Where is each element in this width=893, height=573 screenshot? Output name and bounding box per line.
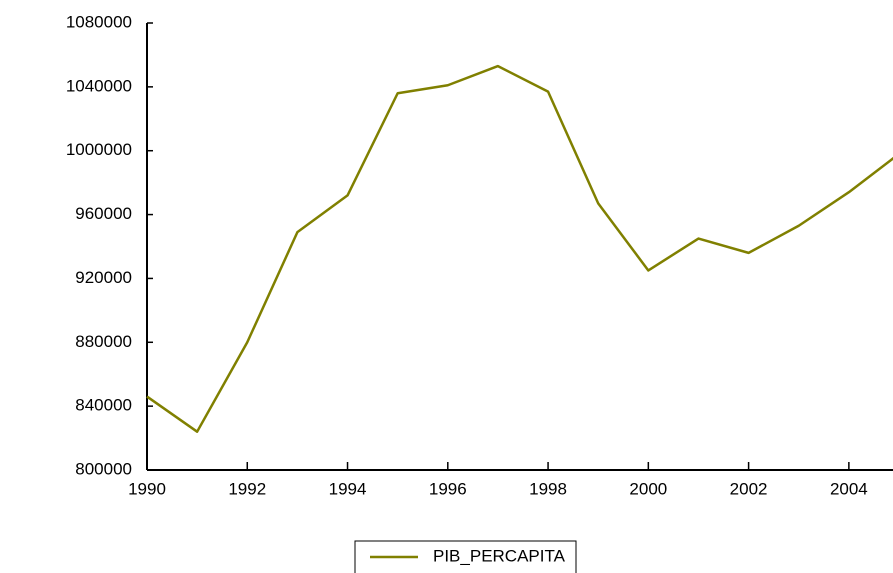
x-tick-label: 2004 xyxy=(830,479,868,498)
y-tick-label: 840000 xyxy=(75,396,132,415)
x-tick-label: 1992 xyxy=(228,479,266,498)
x-tick-label: 1996 xyxy=(429,479,467,498)
x-tick-label: 1990 xyxy=(128,479,166,498)
x-tick-label: 2000 xyxy=(629,479,667,498)
x-tick-label: 2002 xyxy=(730,479,768,498)
x-tick-label: 1998 xyxy=(529,479,567,498)
y-tick-label: 1080000 xyxy=(66,12,132,31)
y-tick-label: 800000 xyxy=(75,459,132,478)
legend-label: PIB_PERCAPITA xyxy=(433,546,566,565)
data-line xyxy=(146,64,893,433)
y-tick-label: 1000000 xyxy=(66,140,132,159)
y-tick-label: 880000 xyxy=(75,332,132,351)
y-tick-label: 1040000 xyxy=(66,76,132,95)
y-tick-label: 960000 xyxy=(75,204,132,223)
y-tick-label: 920000 xyxy=(75,268,132,287)
x-tick-label: 1994 xyxy=(329,479,367,498)
